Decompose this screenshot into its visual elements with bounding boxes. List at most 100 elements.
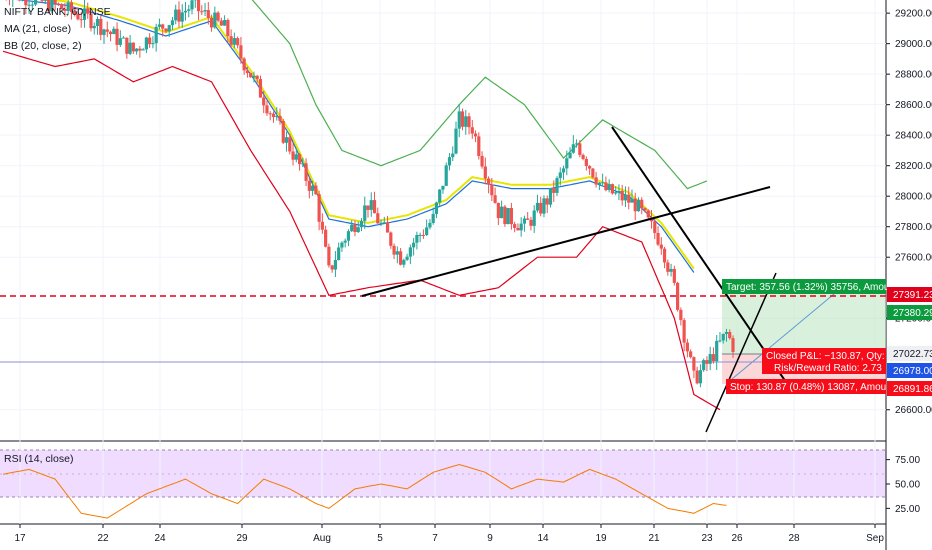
- candle-body: [278, 115, 282, 121]
- candle-body: [708, 354, 712, 364]
- candle-body: [294, 154, 298, 160]
- candle-body: [154, 26, 158, 44]
- candle-body: [121, 37, 126, 39]
- bb-basis-line[interactable]: [3, 0, 695, 270]
- candle-body: [574, 143, 579, 145]
- target-label-box[interactable]: [722, 279, 886, 294]
- candle-body: [310, 185, 315, 191]
- entry-price-tag: [887, 363, 932, 378]
- candle-body: [271, 113, 276, 118]
- candle-body: [526, 218, 530, 220]
- candle-body: [353, 224, 357, 233]
- candle-body: [493, 195, 497, 203]
- time-tick-label: 7: [432, 533, 438, 544]
- candle-body: [183, 10, 188, 13]
- candle-body: [640, 199, 644, 209]
- candle-body: [135, 48, 139, 52]
- candle-body: [571, 144, 575, 153]
- last-price-tag: [887, 346, 932, 361]
- candle-body: [620, 190, 624, 201]
- price-tick-label: 28800.00: [895, 70, 932, 81]
- bb-lower-line[interactable]: [2, 50, 721, 411]
- candle-body: [209, 17, 214, 28]
- rising-trendline[interactable]: [361, 186, 771, 297]
- candle-body: [636, 199, 641, 212]
- stop-label-box[interactable]: [726, 379, 886, 394]
- ma-line[interactable]: [3, 0, 695, 273]
- candle-body: [607, 184, 611, 191]
- price-tick-label: 28400.00: [895, 131, 932, 142]
- candle-body: [672, 268, 676, 283]
- time-tick-label: 28: [788, 533, 800, 544]
- candle-body: [317, 194, 321, 222]
- candle-body: [405, 256, 409, 260]
- candle-body: [715, 340, 719, 362]
- candle-body: [118, 38, 122, 45]
- candle-body: [60, 3, 64, 9]
- candles[interactable]: [1, 0, 735, 388]
- candle-body: [721, 333, 725, 341]
- candle-body: [698, 370, 703, 384]
- candle-body: [685, 342, 689, 352]
- candle-body: [82, 8, 87, 20]
- candle-body: [95, 18, 100, 26]
- candle-body: [27, 4, 31, 6]
- candle-body: [434, 202, 439, 214]
- candle-body: [630, 198, 634, 203]
- legend-ma[interactable]: MA (21, close): [4, 23, 72, 35]
- candle-body: [568, 152, 572, 159]
- candle-body: [610, 184, 615, 194]
- candle-body: [66, 2, 70, 11]
- candle-body: [509, 208, 513, 225]
- candle-body: [669, 268, 673, 272]
- falling-trendline[interactable]: [611, 126, 791, 389]
- price-tick-label: 26600.00: [895, 405, 932, 416]
- short-trendline[interactable]: [705, 272, 777, 433]
- candle-body: [56, 3, 61, 5]
- candle-body: [457, 111, 461, 129]
- price-tick-label: 27800.00: [895, 222, 932, 233]
- time-tick-label: Aug: [313, 533, 331, 544]
- rsi-axis[interactable]: 75.00 50.00 25.00: [886, 455, 920, 515]
- candle-body: [588, 166, 592, 169]
- pnl-label-box[interactable]: [762, 348, 886, 374]
- candle-body: [513, 224, 517, 228]
- candle-body: [138, 48, 142, 51]
- time-axis[interactable]: 17 22 24 29 Aug 5 7 9 14 19 21 23 26 28 Sep: [14, 524, 884, 544]
- legend-bb[interactable]: BB (20, close, 2): [4, 40, 82, 52]
- candle-body: [92, 25, 96, 29]
- candle-body: [376, 213, 380, 224]
- candle-body: [591, 168, 595, 178]
- target-zone[interactable]: [722, 290, 886, 354]
- candle-body: [43, 0, 47, 1]
- candle-body: [561, 168, 566, 173]
- candle-body: [379, 222, 383, 224]
- bb-upper-line[interactable]: [3, 0, 708, 190]
- candle-body: [268, 113, 272, 115]
- candle-body: [555, 178, 559, 193]
- candle-body: [350, 224, 354, 232]
- candle-body: [340, 242, 344, 248]
- candle-body: [265, 105, 269, 114]
- candle-body: [301, 163, 305, 165]
- candle-body: [203, 10, 207, 12]
- candle-body: [627, 194, 631, 203]
- candle-body: [219, 20, 223, 26]
- candle-body: [79, 19, 83, 21]
- candle-body: [157, 24, 162, 27]
- candle-body: [428, 222, 432, 228]
- candle-body: [689, 351, 693, 358]
- candle-body: [473, 133, 478, 137]
- legend-symbol[interactable]: NIFTY BANK, 60, NSE: [4, 6, 111, 18]
- time-tick-label: 24: [154, 533, 166, 544]
- candle-body: [47, 0, 51, 12]
- candle-body: [594, 177, 598, 185]
- candle-body: [584, 158, 588, 167]
- candle-body: [666, 262, 670, 272]
- candle-body: [125, 37, 129, 54]
- rsi-line[interactable]: [2, 463, 727, 519]
- candle-body: [196, 0, 201, 12]
- candle-body: [496, 202, 500, 219]
- legend-rsi[interactable]: RSI (14, close): [4, 453, 74, 465]
- candle-body: [623, 194, 628, 201]
